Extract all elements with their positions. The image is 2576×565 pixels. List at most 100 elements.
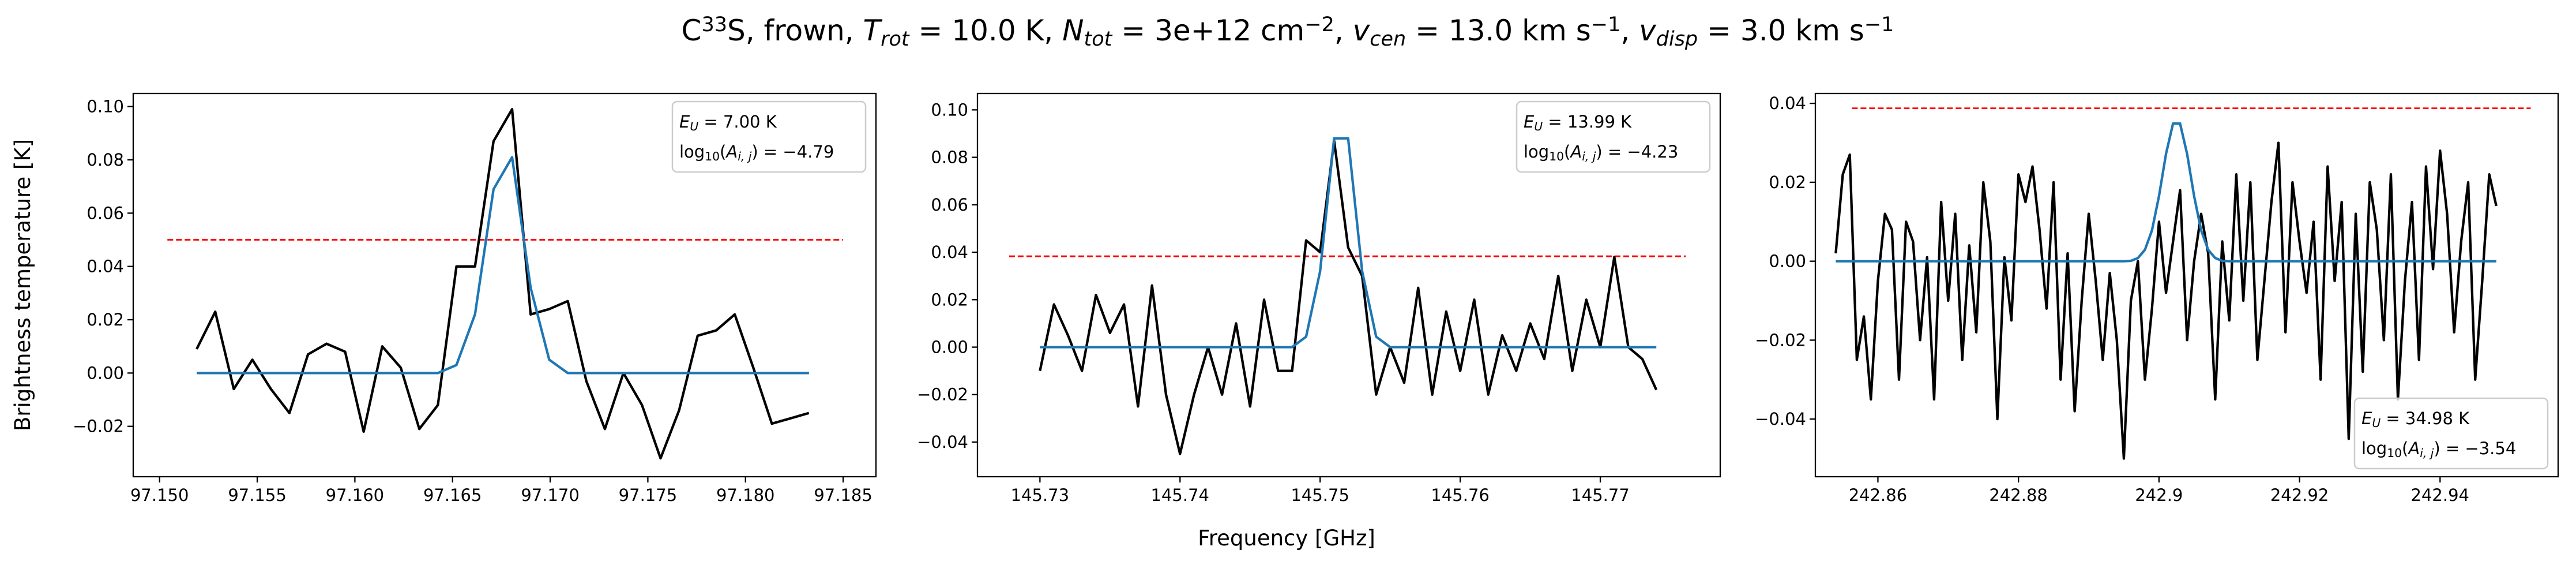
- y-tick-label: 0.04: [1769, 93, 1806, 113]
- annotation-text: log10(Ai, j) = −4.79: [679, 142, 834, 163]
- text-segment: tot: [1084, 28, 1113, 51]
- y-tick-label: 0.10: [87, 97, 124, 117]
- x-tick-label: 97.165: [423, 485, 482, 505]
- text-segment: = 7.00 K: [698, 112, 777, 132]
- text-segment: C: [682, 14, 702, 47]
- text-segment: = 3e+12 cm: [1112, 14, 1304, 47]
- text-segment: ) = −4.79: [751, 142, 834, 162]
- data-line: [1836, 122, 2496, 263]
- text-segment: log: [2361, 439, 2387, 458]
- data-line: [1834, 141, 2498, 460]
- text-segment: (: [720, 142, 726, 162]
- annotation-box: [671, 100, 867, 173]
- y-tick-label: −0.02: [917, 385, 968, 405]
- text-segment: (: [1564, 142, 1570, 162]
- x-tick-label: 97.170: [521, 485, 579, 505]
- annotation-text: EU = 7.00 K: [679, 112, 777, 133]
- text-segment: N: [1062, 14, 1084, 47]
- text-segment: ,: [1334, 14, 1353, 47]
- x-axis-label: Frequency [GHz]: [1198, 526, 1375, 551]
- x-tick-label: 145.77: [1571, 485, 1629, 505]
- text-segment: = 3.0 km s: [1698, 14, 1864, 47]
- x-tick-label: 242.92: [2270, 485, 2329, 505]
- text-segment: i, j: [2420, 446, 2434, 460]
- x-tick-label: 145.75: [1291, 485, 1349, 505]
- text-segment: U: [2372, 416, 2381, 430]
- annotation-text: EU = 34.98 K: [2361, 409, 2470, 430]
- x-tick-label: 97.160: [326, 485, 384, 505]
- text-segment: = 34.98 K: [2381, 409, 2470, 428]
- y-tick-label: 0.00: [1769, 252, 1806, 271]
- text-segment: = 10.0 K,: [909, 14, 1062, 47]
- x-tick-label: 145.76: [1431, 485, 1489, 505]
- annotation-text: log10(Ai, j) = −4.23: [1524, 142, 1678, 163]
- text-segment: E: [679, 112, 690, 132]
- subplot: 97.150 97.155 97.160 97.165 97.170 97.175 97.1…: [73, 92, 877, 505]
- y-tick-label: 0.06: [931, 195, 968, 215]
- y-tick-label: 0.00: [931, 338, 968, 357]
- y-tick-label: −0.02: [73, 417, 124, 436]
- text-segment: E: [1524, 112, 1535, 132]
- data-line: [197, 156, 809, 375]
- text-segment: 10: [2387, 446, 2402, 460]
- text-segment: i, j: [1582, 149, 1596, 163]
- text-segment: ,: [1620, 14, 1639, 47]
- text-segment: ) = −3.54: [2434, 439, 2516, 458]
- text-segment: = 13.99 K: [1543, 112, 1632, 132]
- y-tick-label: 0.02: [1769, 173, 1806, 192]
- plot-frame: [976, 92, 1721, 478]
- data-line: [1039, 139, 1658, 455]
- x-tick-label: 97.155: [228, 485, 286, 505]
- y-axis-label: Brightness temperature [K]: [10, 139, 35, 431]
- text-segment: i, j: [738, 149, 752, 163]
- annotation-box: [1515, 100, 1711, 173]
- data-line: [1040, 137, 1657, 349]
- y-tick-label: −0.04: [1755, 409, 1806, 429]
- text-segment: 10: [705, 149, 720, 163]
- x-tick-label: 97.175: [619, 485, 677, 505]
- annotation-box: [2353, 397, 2549, 470]
- text-segment: log: [679, 142, 705, 162]
- text-segment: E: [2361, 409, 2372, 428]
- text-segment: log: [1524, 142, 1549, 162]
- x-tick-label: 145.73: [1011, 485, 1069, 505]
- text-segment: disp: [1656, 28, 1698, 51]
- x-tick-label: 242.94: [2411, 485, 2469, 505]
- annotation-text: log10(Ai, j) = −3.54: [2361, 439, 2516, 460]
- y-tick-label: −0.04: [917, 432, 968, 452]
- text-segment: v: [1353, 14, 1371, 47]
- text-segment: U: [1534, 119, 1543, 133]
- text-segment: ) = −4.23: [1596, 142, 1678, 162]
- x-tick-label: 242.86: [1849, 485, 1907, 505]
- plot-frame: [1814, 92, 2559, 478]
- text-segment: (: [2402, 439, 2408, 458]
- text-segment: T: [863, 14, 883, 47]
- figure-title: C33S, frown, Trot = 10.0 K, Ntot = 3e+12…: [682, 13, 1894, 51]
- text-segment: = 13.0 km s: [1406, 14, 1591, 47]
- text-segment: A: [2407, 439, 2420, 458]
- annotation-text: EU = 13.99 K: [1524, 112, 1632, 133]
- y-tick-label: 0.06: [87, 203, 124, 223]
- y-tick-label: 0.08: [87, 150, 124, 170]
- y-tick-label: 0.04: [87, 257, 124, 276]
- y-tick-label: 0.02: [87, 310, 124, 330]
- data-line: [195, 108, 810, 460]
- y-tick-label: 0.08: [931, 148, 968, 167]
- y-tick-label: −0.02: [1755, 330, 1806, 350]
- x-tick-label: 97.180: [716, 485, 774, 505]
- text-segment: S, frown,: [727, 14, 863, 47]
- subplot: 145.73 145.74 145.75 145.76 145.77 −0.04 −0.02…: [917, 92, 1721, 505]
- y-tick-label: 0.10: [931, 100, 968, 119]
- text-segment: rot: [881, 28, 910, 51]
- x-tick-label: 242.9: [2135, 485, 2183, 505]
- x-tick-label: 97.185: [814, 485, 872, 505]
- plot-frame: [132, 92, 877, 478]
- text-segment: 10: [1549, 149, 1564, 163]
- subplot: 242.86 242.88 242.9 242.92 242.94 −0.04 −0.02 0…: [1755, 92, 2559, 505]
- text-segment: cen: [1370, 28, 1406, 51]
- text-segment: −1: [1591, 13, 1621, 36]
- x-tick-label: 242.88: [1989, 485, 2047, 505]
- text-segment: v: [1639, 14, 1657, 47]
